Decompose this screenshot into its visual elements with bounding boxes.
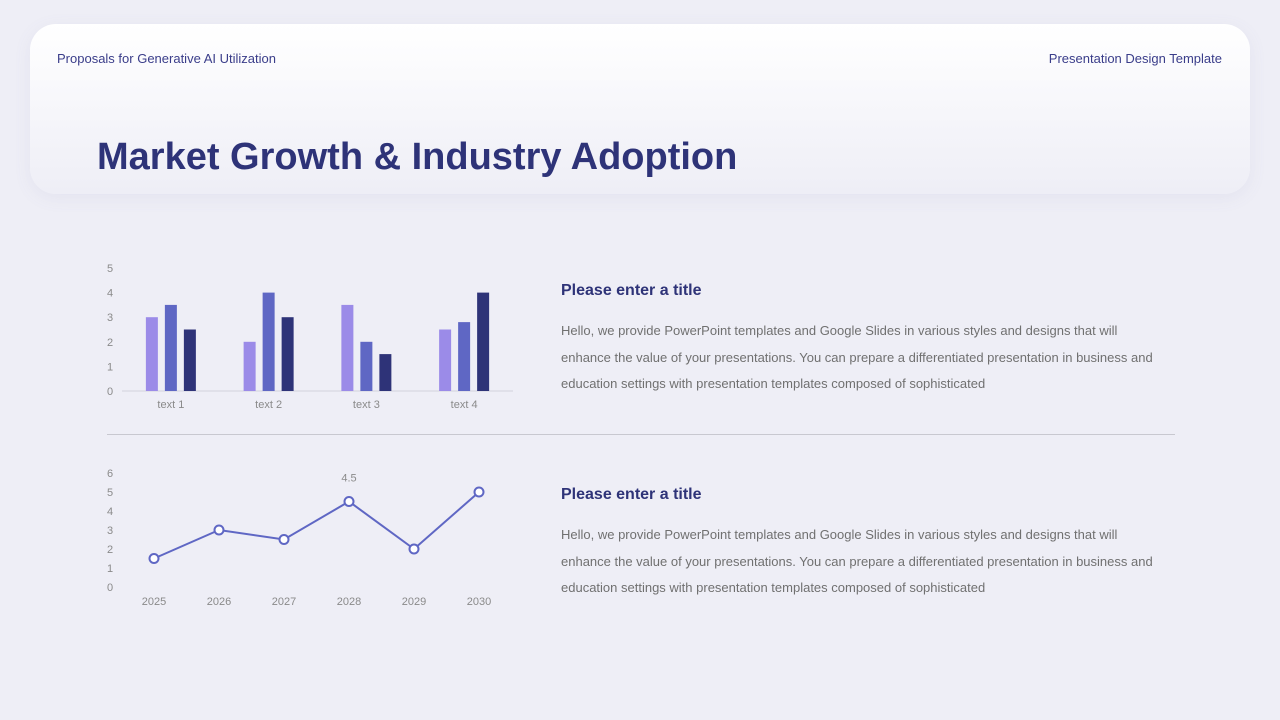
y-tick-label: 1: [107, 361, 113, 373]
bar: [262, 292, 275, 391]
bar: [379, 354, 392, 391]
data-point: [343, 496, 355, 507]
data-point: [148, 553, 160, 564]
section-1-title: Please enter a title: [561, 282, 702, 299]
section-1-body: Hello, we provide PowerPoint templates a…: [561, 323, 1153, 391]
bar: [183, 329, 196, 391]
x-tick-label: text 3: [353, 399, 380, 411]
y-tick-label: 3: [107, 525, 113, 537]
y-tick-label: 5: [107, 263, 113, 275]
y-tick-label: 2: [107, 544, 113, 556]
y-tick-label: 4: [107, 288, 113, 300]
x-tick-label: 2030: [467, 596, 491, 608]
y-tick-label: 0: [107, 386, 113, 398]
bar: [458, 322, 471, 391]
x-tick-label: 2027: [272, 596, 296, 608]
data-point: [213, 524, 225, 536]
y-tick-label: 4: [107, 506, 113, 518]
bar: [477, 292, 490, 391]
section-2-body: Hello, we provide PowerPoint templates a…: [561, 527, 1153, 595]
bar: [281, 317, 294, 391]
section-divider: [107, 434, 1175, 435]
bar: [243, 341, 256, 391]
bar: [439, 329, 452, 391]
header-right-text: Presentation Design Template: [1048, 51, 1222, 66]
y-tick-label: 6: [107, 468, 113, 480]
bar: [145, 317, 158, 391]
y-tick-label: 1: [107, 563, 113, 575]
y-tick-label: 0: [107, 582, 113, 594]
x-tick-label: text 2: [255, 399, 282, 411]
x-tick-label: text 4: [451, 399, 478, 411]
data-label: 4.5: [341, 473, 356, 485]
x-tick-label: text 1: [157, 399, 184, 411]
data-point: [278, 534, 290, 545]
x-tick-label: 2025: [142, 596, 166, 608]
header-card: [30, 24, 1250, 194]
bar: [341, 304, 354, 391]
bar: [360, 341, 373, 391]
series-line: [153, 491, 480, 560]
section-2-title: Please enter a title: [561, 486, 702, 503]
header-left-text: Proposals for Generative AI Utilization: [57, 51, 276, 66]
x-tick-label: 2029: [402, 596, 426, 608]
y-tick-label: 2: [107, 337, 113, 349]
page-title: Market Growth & Industry Adoption: [97, 136, 738, 178]
bar: [164, 304, 177, 391]
x-tick-label: 2028: [337, 596, 361, 608]
y-tick-label: 5: [107, 487, 113, 499]
y-tick-label: 3: [107, 312, 113, 324]
x-tick-label: 2026: [207, 596, 231, 608]
data-point: [473, 486, 485, 498]
data-point: [408, 543, 420, 555]
